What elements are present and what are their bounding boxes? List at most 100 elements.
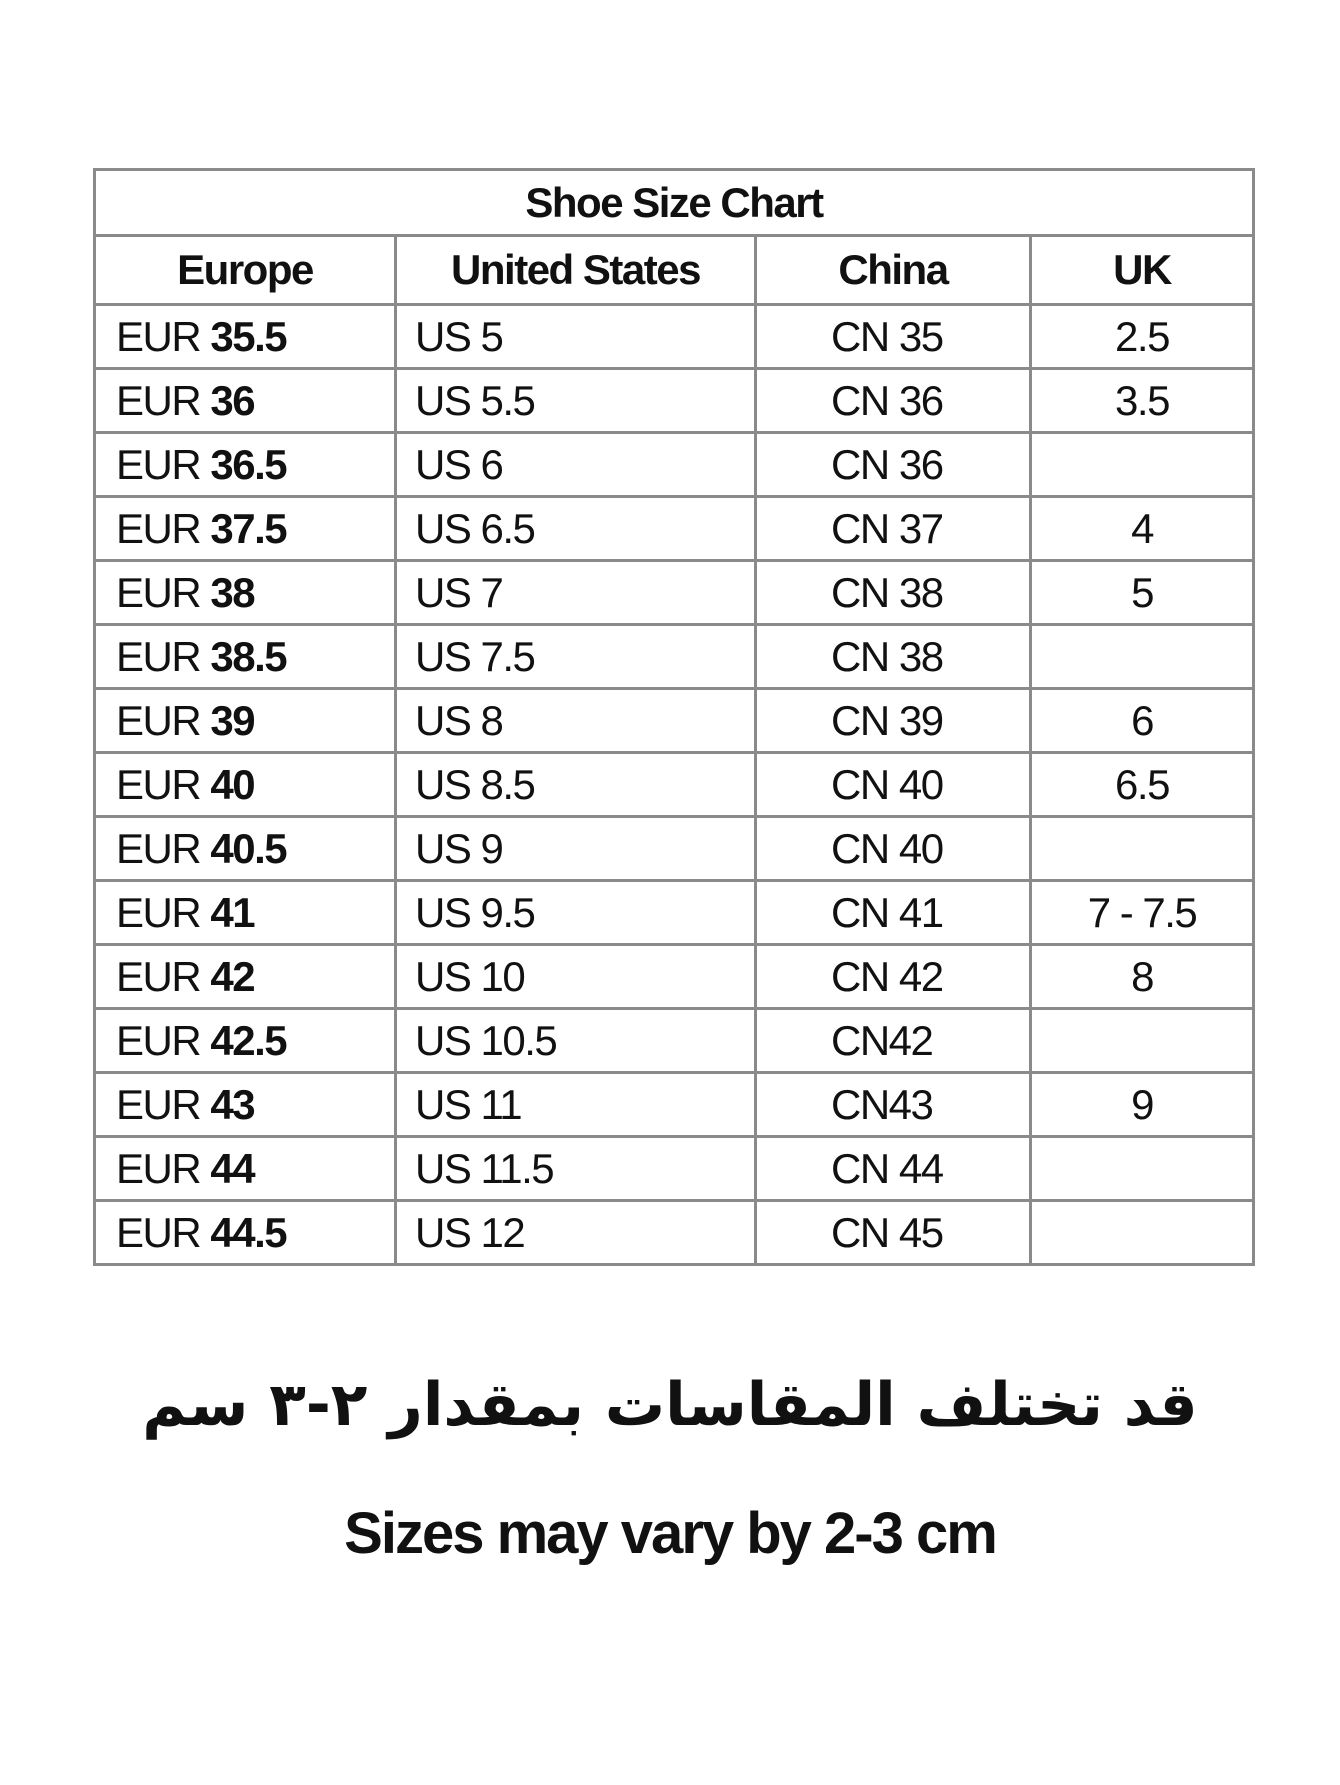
cell-us: US 9 xyxy=(394,815,757,882)
cell-europe: EUR 35.5 xyxy=(93,303,397,370)
cell-europe: EUR 42 xyxy=(93,943,397,1010)
header-united-states: United States xyxy=(394,234,757,306)
table-row: EUR 37.5 US 6.5 CN 37 4 xyxy=(93,495,1255,562)
table-row: EUR 43 US 11 CN43 9 xyxy=(93,1071,1255,1138)
cell-uk: 7 - 7.5 xyxy=(1029,879,1255,946)
cell-us: US 7 xyxy=(394,559,757,626)
cell-china: CN 40 xyxy=(754,751,1032,818)
table-row: EUR 40 US 8.5 CN 40 6.5 xyxy=(93,751,1255,818)
table-row: EUR 44 US 11.5 CN 44 xyxy=(93,1135,1255,1202)
eu-prefix: EUR xyxy=(116,376,202,424)
cell-us: US 8.5 xyxy=(394,751,757,818)
cell-europe: EUR 38 xyxy=(93,559,397,626)
cell-uk xyxy=(1029,1007,1255,1074)
eu-size: 36.5 xyxy=(210,440,287,488)
cell-europe: EUR 36.5 xyxy=(93,431,397,498)
cell-europe: EUR 39 xyxy=(93,687,397,754)
cell-europe: EUR 41 xyxy=(93,879,397,946)
size-note-english: Sizes may vary by 2-3 cm xyxy=(344,1501,998,1566)
cell-us: US 5 xyxy=(394,303,757,370)
cell-us: US 5.5 xyxy=(394,367,757,434)
eu-size: 38 xyxy=(210,568,255,616)
table-row: EUR 35.5 US 5 CN 35 2.5 xyxy=(93,303,1255,370)
eu-prefix: EUR xyxy=(116,952,202,1000)
eu-size: 39 xyxy=(210,696,255,744)
cell-uk xyxy=(1029,1135,1255,1202)
cell-uk: 9 xyxy=(1029,1071,1255,1138)
cell-europe: EUR 38.5 xyxy=(93,623,397,690)
table-row: EUR 36 US 5.5 CN 36 3.5 xyxy=(93,367,1255,434)
table-row: EUR 39 US 8 CN 39 6 xyxy=(93,687,1255,754)
eu-prefix: EUR xyxy=(116,440,202,488)
eu-size: 35.5 xyxy=(210,312,287,360)
eu-prefix: EUR xyxy=(116,1144,202,1192)
cell-uk xyxy=(1029,1199,1255,1266)
cell-china: CN 35 xyxy=(754,303,1032,370)
cell-china: CN 36 xyxy=(754,367,1032,434)
cell-uk xyxy=(1029,815,1255,882)
eu-size: 44 xyxy=(210,1144,255,1192)
eu-size: 42 xyxy=(210,952,255,1000)
cell-uk xyxy=(1029,431,1255,498)
cell-china: CN 42 xyxy=(754,943,1032,1010)
eu-prefix: EUR xyxy=(116,760,202,808)
header-uk: UK xyxy=(1029,234,1255,306)
cell-uk: 2.5 xyxy=(1029,303,1255,370)
cell-uk: 8 xyxy=(1029,943,1255,1010)
cell-china: CN 44 xyxy=(754,1135,1032,1202)
cell-china: CN43 xyxy=(754,1071,1032,1138)
cell-china: CN42 xyxy=(754,1007,1032,1074)
eu-prefix: EUR xyxy=(116,504,202,552)
cell-europe: EUR 44.5 xyxy=(93,1199,397,1266)
cell-us: US 9.5 xyxy=(394,879,757,946)
eu-prefix: EUR xyxy=(116,1208,202,1256)
table-row: EUR 38.5 US 7.5 CN 38 xyxy=(93,623,1255,690)
table-row: EUR 38 US 7 CN 38 5 xyxy=(93,559,1255,626)
cell-us: US 11 xyxy=(394,1071,757,1138)
shoe-size-table: Shoe Size Chart Europe United States Chi… xyxy=(93,168,1255,1266)
cell-europe: EUR 42.5 xyxy=(93,1007,397,1074)
table-row: EUR 42.5 US 10.5 CN42 xyxy=(93,1007,1255,1074)
cell-europe: EUR 44 xyxy=(93,1135,397,1202)
cell-us: US 12 xyxy=(394,1199,757,1266)
eu-size: 41 xyxy=(210,888,255,936)
cell-us: US 6.5 xyxy=(394,495,757,562)
cell-us: US 11.5 xyxy=(394,1135,757,1202)
eu-size: 40.5 xyxy=(210,824,287,872)
eu-size: 42.5 xyxy=(210,1016,287,1064)
cell-uk xyxy=(1029,623,1255,690)
table-title: Shoe Size Chart xyxy=(93,168,1255,237)
cell-us: US 6 xyxy=(394,431,757,498)
cell-uk: 4 xyxy=(1029,495,1255,562)
cell-china: CN 41 xyxy=(754,879,1032,946)
eu-prefix: EUR xyxy=(116,696,202,744)
eu-size: 38.5 xyxy=(210,632,287,680)
cell-europe: EUR 43 xyxy=(93,1071,397,1138)
cell-us: US 10 xyxy=(394,943,757,1010)
cell-china: CN 40 xyxy=(754,815,1032,882)
eu-prefix: EUR xyxy=(116,888,202,936)
eu-size: 37.5 xyxy=(210,504,287,552)
cell-europe: EUR 37.5 xyxy=(93,495,397,562)
eu-prefix: EUR xyxy=(116,568,202,616)
table-row: EUR 41 US 9.5 CN 41 7 - 7.5 xyxy=(93,879,1255,946)
cell-china: CN 39 xyxy=(754,687,1032,754)
cell-china: CN 38 xyxy=(754,559,1032,626)
cell-china: CN 45 xyxy=(754,1199,1032,1266)
eu-prefix: EUR xyxy=(116,1080,202,1128)
cell-us: US 10.5 xyxy=(394,1007,757,1074)
eu-prefix: EUR xyxy=(116,1016,202,1064)
eu-prefix: EUR xyxy=(116,824,202,872)
cell-uk: 6 xyxy=(1029,687,1255,754)
cell-europe: EUR 36 xyxy=(93,367,397,434)
eu-size: 43 xyxy=(210,1080,255,1128)
cell-europe: EUR 40.5 xyxy=(93,815,397,882)
cell-europe: EUR 40 xyxy=(93,751,397,818)
header-europe: Europe xyxy=(93,234,397,306)
eu-size: 44.5 xyxy=(210,1208,287,1256)
header-china: China xyxy=(754,234,1032,306)
cell-us: US 7.5 xyxy=(394,623,757,690)
table-row: EUR 44.5 US 12 CN 45 xyxy=(93,1199,1255,1266)
cell-china: CN 36 xyxy=(754,431,1032,498)
cell-uk: 3.5 xyxy=(1029,367,1255,434)
